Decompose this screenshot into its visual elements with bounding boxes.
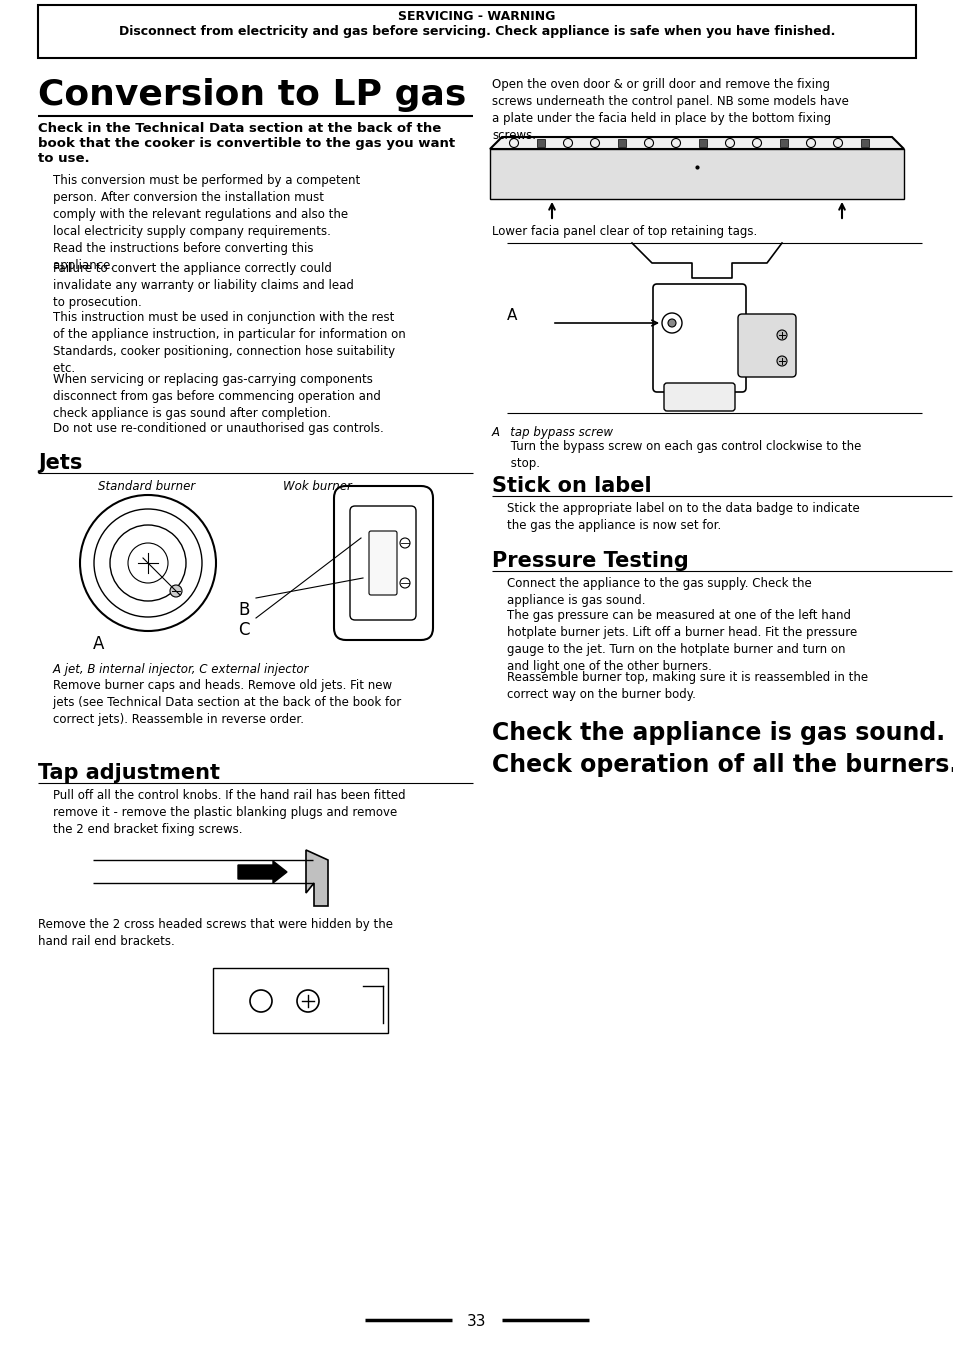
Polygon shape (306, 850, 328, 906)
Text: book that the cooker is convertible to the gas you want: book that the cooker is convertible to t… (38, 136, 455, 150)
Bar (861, 139, 868, 147)
Text: Connect the appliance to the gas supply. Check the
    appliance is gas sound.: Connect the appliance to the gas supply.… (492, 576, 811, 608)
Circle shape (170, 585, 182, 597)
FancyBboxPatch shape (334, 486, 433, 640)
Text: Jets: Jets (38, 454, 82, 472)
Bar (537, 139, 544, 147)
FancyArrow shape (237, 861, 287, 883)
Text: Conversion to LP gas: Conversion to LP gas (38, 78, 466, 112)
Text: 33: 33 (467, 1314, 486, 1328)
Text: Remove burner caps and heads. Remove old jets. Fit new
    jets (see Technical D: Remove burner caps and heads. Remove old… (38, 679, 401, 726)
Text: A jet, B internal injector, C external injector: A jet, B internal injector, C external i… (38, 663, 308, 676)
Text: The gas pressure can be measured at one of the left hand
    hotplate burner jet: The gas pressure can be measured at one … (492, 609, 857, 674)
Text: Disconnect from electricity and gas before servicing. Check appliance is safe wh: Disconnect from electricity and gas befo… (119, 26, 834, 38)
FancyBboxPatch shape (738, 315, 795, 377)
Text: C: C (237, 621, 250, 639)
FancyBboxPatch shape (350, 506, 416, 620)
Circle shape (776, 356, 786, 366)
Bar (618, 139, 625, 147)
Circle shape (776, 329, 786, 340)
Text: Do not use re-conditioned or unauthorised gas controls.: Do not use re-conditioned or unauthorise… (38, 423, 383, 435)
FancyBboxPatch shape (213, 968, 388, 1033)
Bar (780, 139, 787, 147)
Polygon shape (490, 136, 903, 148)
Text: This conversion must be performed by a competent
    person. After conversion th: This conversion must be performed by a c… (38, 174, 360, 271)
Text: Check operation of all the burners.: Check operation of all the burners. (492, 753, 953, 778)
Text: Stick on label: Stick on label (492, 477, 651, 495)
Text: Check in the Technical Data section at the back of the: Check in the Technical Data section at t… (38, 122, 441, 135)
Text: B: B (237, 601, 249, 620)
Text: Tap adjustment: Tap adjustment (38, 763, 220, 783)
Bar (699, 139, 706, 147)
Text: Wok burner: Wok burner (283, 481, 352, 493)
Text: Remove the 2 cross headed screws that were hidden by the
hand rail end brackets.: Remove the 2 cross headed screws that we… (38, 918, 393, 948)
FancyBboxPatch shape (652, 284, 745, 392)
Text: Failure to convert the appliance correctly could
    invalidate any warranty or : Failure to convert the appliance correct… (38, 262, 354, 309)
Text: Check the appliance is gas sound.: Check the appliance is gas sound. (492, 721, 944, 745)
Text: Turn the bypass screw on each gas control clockwise to the
     stop.: Turn the bypass screw on each gas contro… (492, 440, 861, 470)
Bar (38, 5, 915, 58)
Polygon shape (490, 148, 903, 198)
Text: Stick the appropriate label on to the data badge to indicate
    the gas the app: Stick the appropriate label on to the da… (492, 502, 859, 532)
Text: SERVICING - WARNING: SERVICING - WARNING (398, 9, 555, 23)
FancyBboxPatch shape (369, 531, 396, 595)
Text: to use.: to use. (38, 153, 90, 165)
Text: Open the oven door & or grill door and remove the fixing
screws underneath the c: Open the oven door & or grill door and r… (492, 78, 848, 142)
Text: When servicing or replacing gas-carrying components
    disconnect from gas befo: When servicing or replacing gas-carrying… (38, 373, 380, 420)
Text: This instruction must be used in conjunction with the rest
    of the appliance : This instruction must be used in conjunc… (38, 310, 405, 375)
Text: Pull off all the control knobs. If the hand rail has been fitted
    remove it -: Pull off all the control knobs. If the h… (38, 788, 405, 836)
Text: Lower facia panel clear of top retaining tags.: Lower facia panel clear of top retaining… (492, 225, 757, 238)
Text: Pressure Testing: Pressure Testing (492, 551, 688, 571)
Circle shape (667, 319, 676, 327)
FancyBboxPatch shape (663, 383, 734, 410)
Text: A: A (92, 634, 104, 653)
Text: Standard burner: Standard burner (98, 481, 195, 493)
Text: A   tap bypass screw: A tap bypass screw (492, 427, 614, 439)
Text: Reassemble burner top, making sure it is reassembled in the
    correct way on t: Reassemble burner top, making sure it is… (492, 671, 867, 701)
Text: A: A (506, 309, 517, 324)
